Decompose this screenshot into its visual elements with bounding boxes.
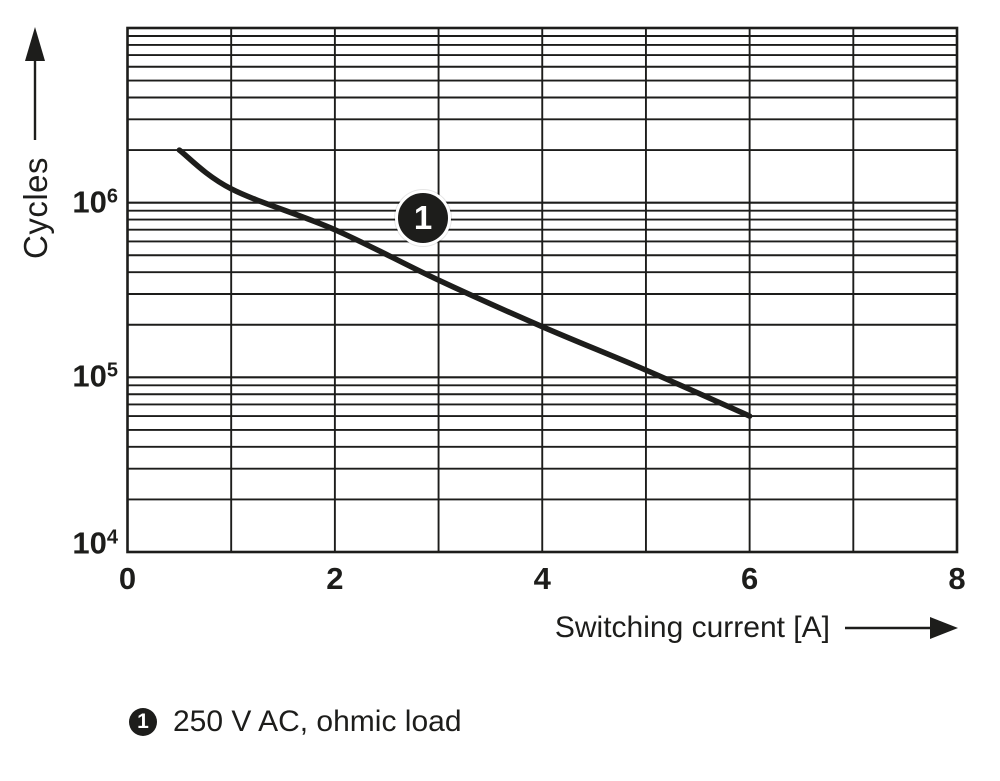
legend-text: 250 V AC, ohmic load bbox=[173, 705, 462, 738]
y-tick-base: 10 bbox=[72, 184, 107, 220]
x-tick-2: 2 bbox=[326, 561, 344, 596]
curve-1-marker-badge: 1 bbox=[395, 189, 451, 246]
y-tick-exponent: 5 bbox=[106, 359, 118, 382]
y-tick-base: 10 bbox=[72, 525, 107, 561]
legend-badge-label: 1 bbox=[137, 710, 149, 733]
x-tick-6: 6 bbox=[741, 561, 759, 596]
y-tick-1e4: 104 bbox=[72, 528, 118, 559]
legend-badge-1: 1 bbox=[129, 708, 157, 736]
x-tick-8: 8 bbox=[948, 561, 966, 596]
x-axis-title: Switching current [A] bbox=[554, 611, 830, 644]
x-tick-0: 0 bbox=[118, 561, 137, 596]
y-tick-1e5: 105 bbox=[72, 361, 118, 392]
curve-1-marker-label: 1 bbox=[413, 198, 433, 236]
y-tick-base: 10 bbox=[72, 358, 107, 394]
y-tick-exponent: 4 bbox=[106, 526, 118, 549]
y-axis-title: Cycles bbox=[17, 156, 54, 260]
x-tick-4: 4 bbox=[533, 561, 551, 596]
legend: 1 250 V AC, ohmic load bbox=[129, 705, 462, 739]
y-tick-1e6: 106 bbox=[72, 186, 118, 217]
y-tick-exponent: 6 bbox=[106, 185, 118, 208]
